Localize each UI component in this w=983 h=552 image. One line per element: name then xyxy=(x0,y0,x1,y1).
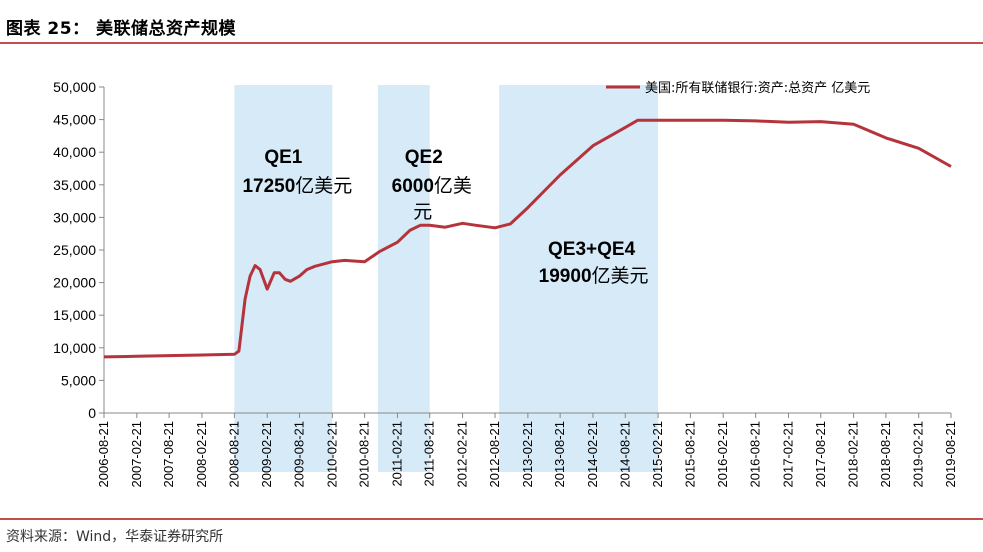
qe2-label: QE2 xyxy=(405,147,443,168)
x-tick-label: 2008-02-21 xyxy=(194,421,209,488)
qe3-amount: 19900亿美元 xyxy=(539,265,649,287)
x-tick-label: 2007-02-21 xyxy=(129,421,144,488)
qe1-amount: 17250亿美元 xyxy=(242,175,352,197)
top-rule xyxy=(0,42,983,44)
y-tick-label: 20,000 xyxy=(53,275,96,291)
y-tick-label: 40,000 xyxy=(53,144,96,160)
legend-label: 美国:所有联储银行:资产:总资产 亿美元 xyxy=(645,81,870,96)
source-note: 资料来源：Wind，华泰证券研究所 xyxy=(6,529,224,545)
x-tick-label: 2019-02-21 xyxy=(911,421,926,488)
x-tick-label: 2012-02-21 xyxy=(455,421,470,488)
qe-band-3 xyxy=(499,85,659,472)
y-tick-label: 5,000 xyxy=(61,372,96,388)
figure-title: 图表 25： 美联储总资产规模 xyxy=(6,19,236,39)
legend: 美国:所有联储银行:资产:总资产 亿美元 xyxy=(606,81,870,96)
x-tick-label: 2010-08-21 xyxy=(357,421,372,488)
x-tick-label: 2017-02-21 xyxy=(780,421,795,488)
x-tick-label: 2014-02-21 xyxy=(585,421,600,488)
x-tick-label: 2018-08-21 xyxy=(878,421,893,488)
qe-bands xyxy=(234,85,659,472)
x-tick-label: 2013-08-21 xyxy=(552,421,567,488)
x-tick-label: 2019-08-21 xyxy=(943,421,958,488)
qe-band-2 xyxy=(377,85,430,472)
x-tick-label: 2009-02-21 xyxy=(259,421,274,488)
y-tick-label: 45,000 xyxy=(53,112,96,128)
y-tick-label: 35,000 xyxy=(53,177,96,193)
qe2-unit-wrap: 元 xyxy=(413,201,432,223)
x-tick-label: 2009-08-21 xyxy=(292,421,307,488)
qe3-label: QE3+QE4 xyxy=(548,239,636,260)
qe2-amount: 6000亿美 xyxy=(392,175,472,197)
y-axis: 0 5,000 10,000 15,000 20,000 25,000 30,000 35,0… xyxy=(53,79,105,421)
y-tick-label: 25,000 xyxy=(53,242,96,258)
x-tick-label: 2015-08-21 xyxy=(682,421,697,488)
x-tick-label: 2017-08-21 xyxy=(813,421,828,488)
bottom-rule xyxy=(0,518,983,520)
x-tick-label: 2011-02-21 xyxy=(389,421,404,487)
x-axis: 2006-08-21 2007-02-21 2007-08-21 2008-02-21… xyxy=(96,412,958,488)
series-line-1 xyxy=(103,118,952,359)
x-tick-label: 2018-02-21 xyxy=(846,421,861,488)
x-tick-label: 2010-02-21 xyxy=(324,421,339,488)
x-tick-label: 2016-02-21 xyxy=(715,421,730,488)
x-tick-label: 2006-08-21 xyxy=(96,421,111,488)
x-tick-label: 2012-08-21 xyxy=(487,421,502,488)
x-tick-label: 2014-08-21 xyxy=(617,421,632,488)
x-tick-label: 2011-08-21 xyxy=(422,421,437,487)
y-tick-label: 15,000 xyxy=(53,307,96,323)
y-tick-label: 10,000 xyxy=(53,340,96,356)
qe1-label: QE1 xyxy=(264,147,302,168)
y-tick-label: 50,000 xyxy=(53,79,96,95)
x-tick-label: 2016-08-21 xyxy=(748,421,763,488)
y-tick-label: 0 xyxy=(88,405,96,421)
x-tick-label: 2013-02-21 xyxy=(520,421,535,488)
x-tick-label: 2015-02-21 xyxy=(650,421,665,488)
x-tick-label: 2007-08-21 xyxy=(161,421,176,488)
x-tick-label: 2008-08-21 xyxy=(226,421,241,488)
y-tick-label: 30,000 xyxy=(53,209,96,225)
series-layer xyxy=(103,118,952,359)
